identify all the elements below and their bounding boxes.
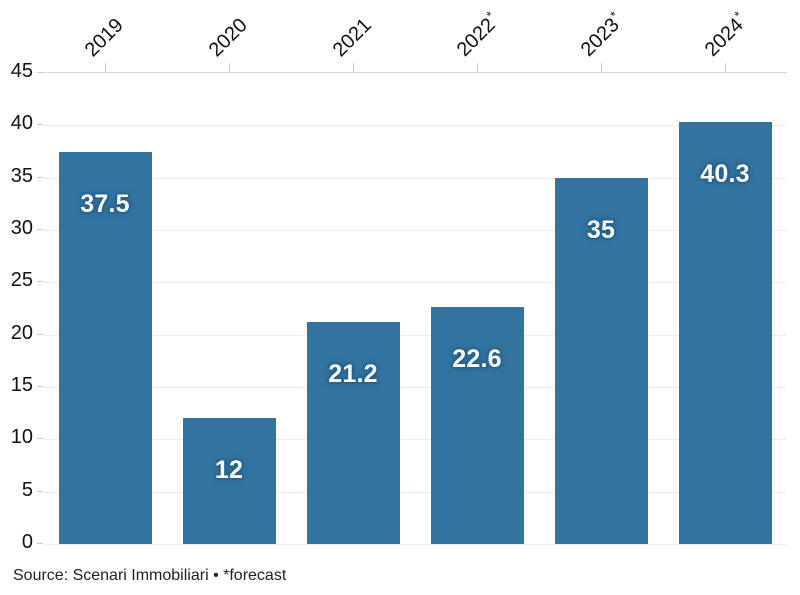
x-axis-tick (725, 63, 726, 72)
gridline (43, 387, 787, 388)
x-axis-tick (229, 63, 230, 72)
y-axis-label: 10 (10, 426, 33, 449)
gridline (43, 334, 787, 336)
bar-2022: 22.6 (430, 307, 524, 544)
bar-2019: 37.5 (58, 151, 152, 544)
y-axis-label: 20 (10, 321, 33, 344)
y-axis-label: 25 (10, 269, 33, 292)
plot-area: 37.5 12 21.2 22.6 35 40.3 (43, 72, 787, 545)
y-axis-tick (37, 281, 43, 283)
bar-value-label: 12 (214, 456, 244, 485)
x-axis-label-text: 2019 (80, 14, 128, 62)
x-axis-label-text: 2023* (576, 8, 624, 62)
bars: 37.5 12 21.2 22.6 35 40.3 (43, 73, 787, 544)
gridline (43, 230, 787, 231)
source-note: Source: Scenari Immobiliari • *forecast (13, 567, 287, 584)
gridline (43, 491, 787, 493)
bar-2020: 12 (182, 418, 276, 544)
y-axis-label: 45 (10, 60, 33, 83)
bar-value-label: 35 (586, 215, 616, 244)
x-axis-label-text: 2024* (700, 8, 748, 62)
gridline (43, 282, 787, 284)
y-axis-tick (37, 72, 43, 73)
x-axis-label-text: 2020 (204, 14, 252, 62)
y-axis-label: 40 (10, 112, 33, 135)
forecast-asterisk: * (731, 8, 746, 23)
gridline (43, 177, 787, 179)
gridline (43, 439, 787, 441)
forecast-asterisk: * (607, 8, 622, 23)
y-axis-tick (37, 229, 43, 230)
x-axis-tick (353, 63, 354, 72)
y-axis-tick (37, 333, 43, 335)
y-axis-tick (37, 124, 43, 126)
y-axis-label: 0 (21, 531, 33, 554)
bar-value-label: 22.6 (452, 345, 502, 374)
y-axis-label: 35 (10, 164, 33, 187)
bar-value-label: 21.2 (328, 360, 378, 389)
gridline (43, 544, 787, 545)
y-axis-tick (37, 490, 43, 492)
y-axis-tick (37, 438, 43, 440)
y-axis-tick (37, 176, 43, 178)
y-axis-tick (37, 543, 43, 544)
x-axis-tick (105, 63, 106, 72)
bar-2024: 40.3 (678, 122, 772, 544)
gridlines (43, 73, 787, 545)
gridline (43, 125, 787, 127)
x-axis-tick (477, 63, 478, 72)
y-axis-label: 15 (10, 374, 33, 397)
bar-2021: 21.2 (306, 322, 400, 544)
bar-value-label: 40.3 (700, 160, 750, 189)
x-axis-label-text: 2021 (328, 14, 376, 62)
forecast-asterisk: * (483, 8, 498, 23)
y-axis-label: 5 (21, 478, 33, 501)
y-axis-tick (37, 386, 43, 387)
y-axis-label: 30 (10, 217, 33, 240)
bar-2023: 35 (554, 177, 648, 544)
x-axis-label-text: 2022* (452, 8, 500, 62)
y-axis: 0 5 10 15 20 25 30 35 40 45 (0, 60, 43, 553)
x-axis-tick (601, 63, 602, 72)
bar-value-label: 37.5 (80, 189, 130, 218)
top-axis: 2019 2020 2021 2022* 2023* 2024* (43, 0, 787, 72)
